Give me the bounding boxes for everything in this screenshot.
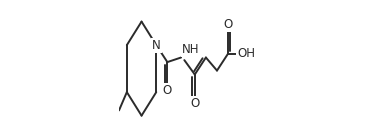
Text: O: O: [223, 18, 233, 31]
Text: O: O: [163, 84, 172, 97]
Text: N: N: [152, 39, 160, 52]
Text: O: O: [190, 97, 199, 110]
Text: OH: OH: [237, 47, 255, 60]
Text: NH: NH: [182, 43, 199, 56]
